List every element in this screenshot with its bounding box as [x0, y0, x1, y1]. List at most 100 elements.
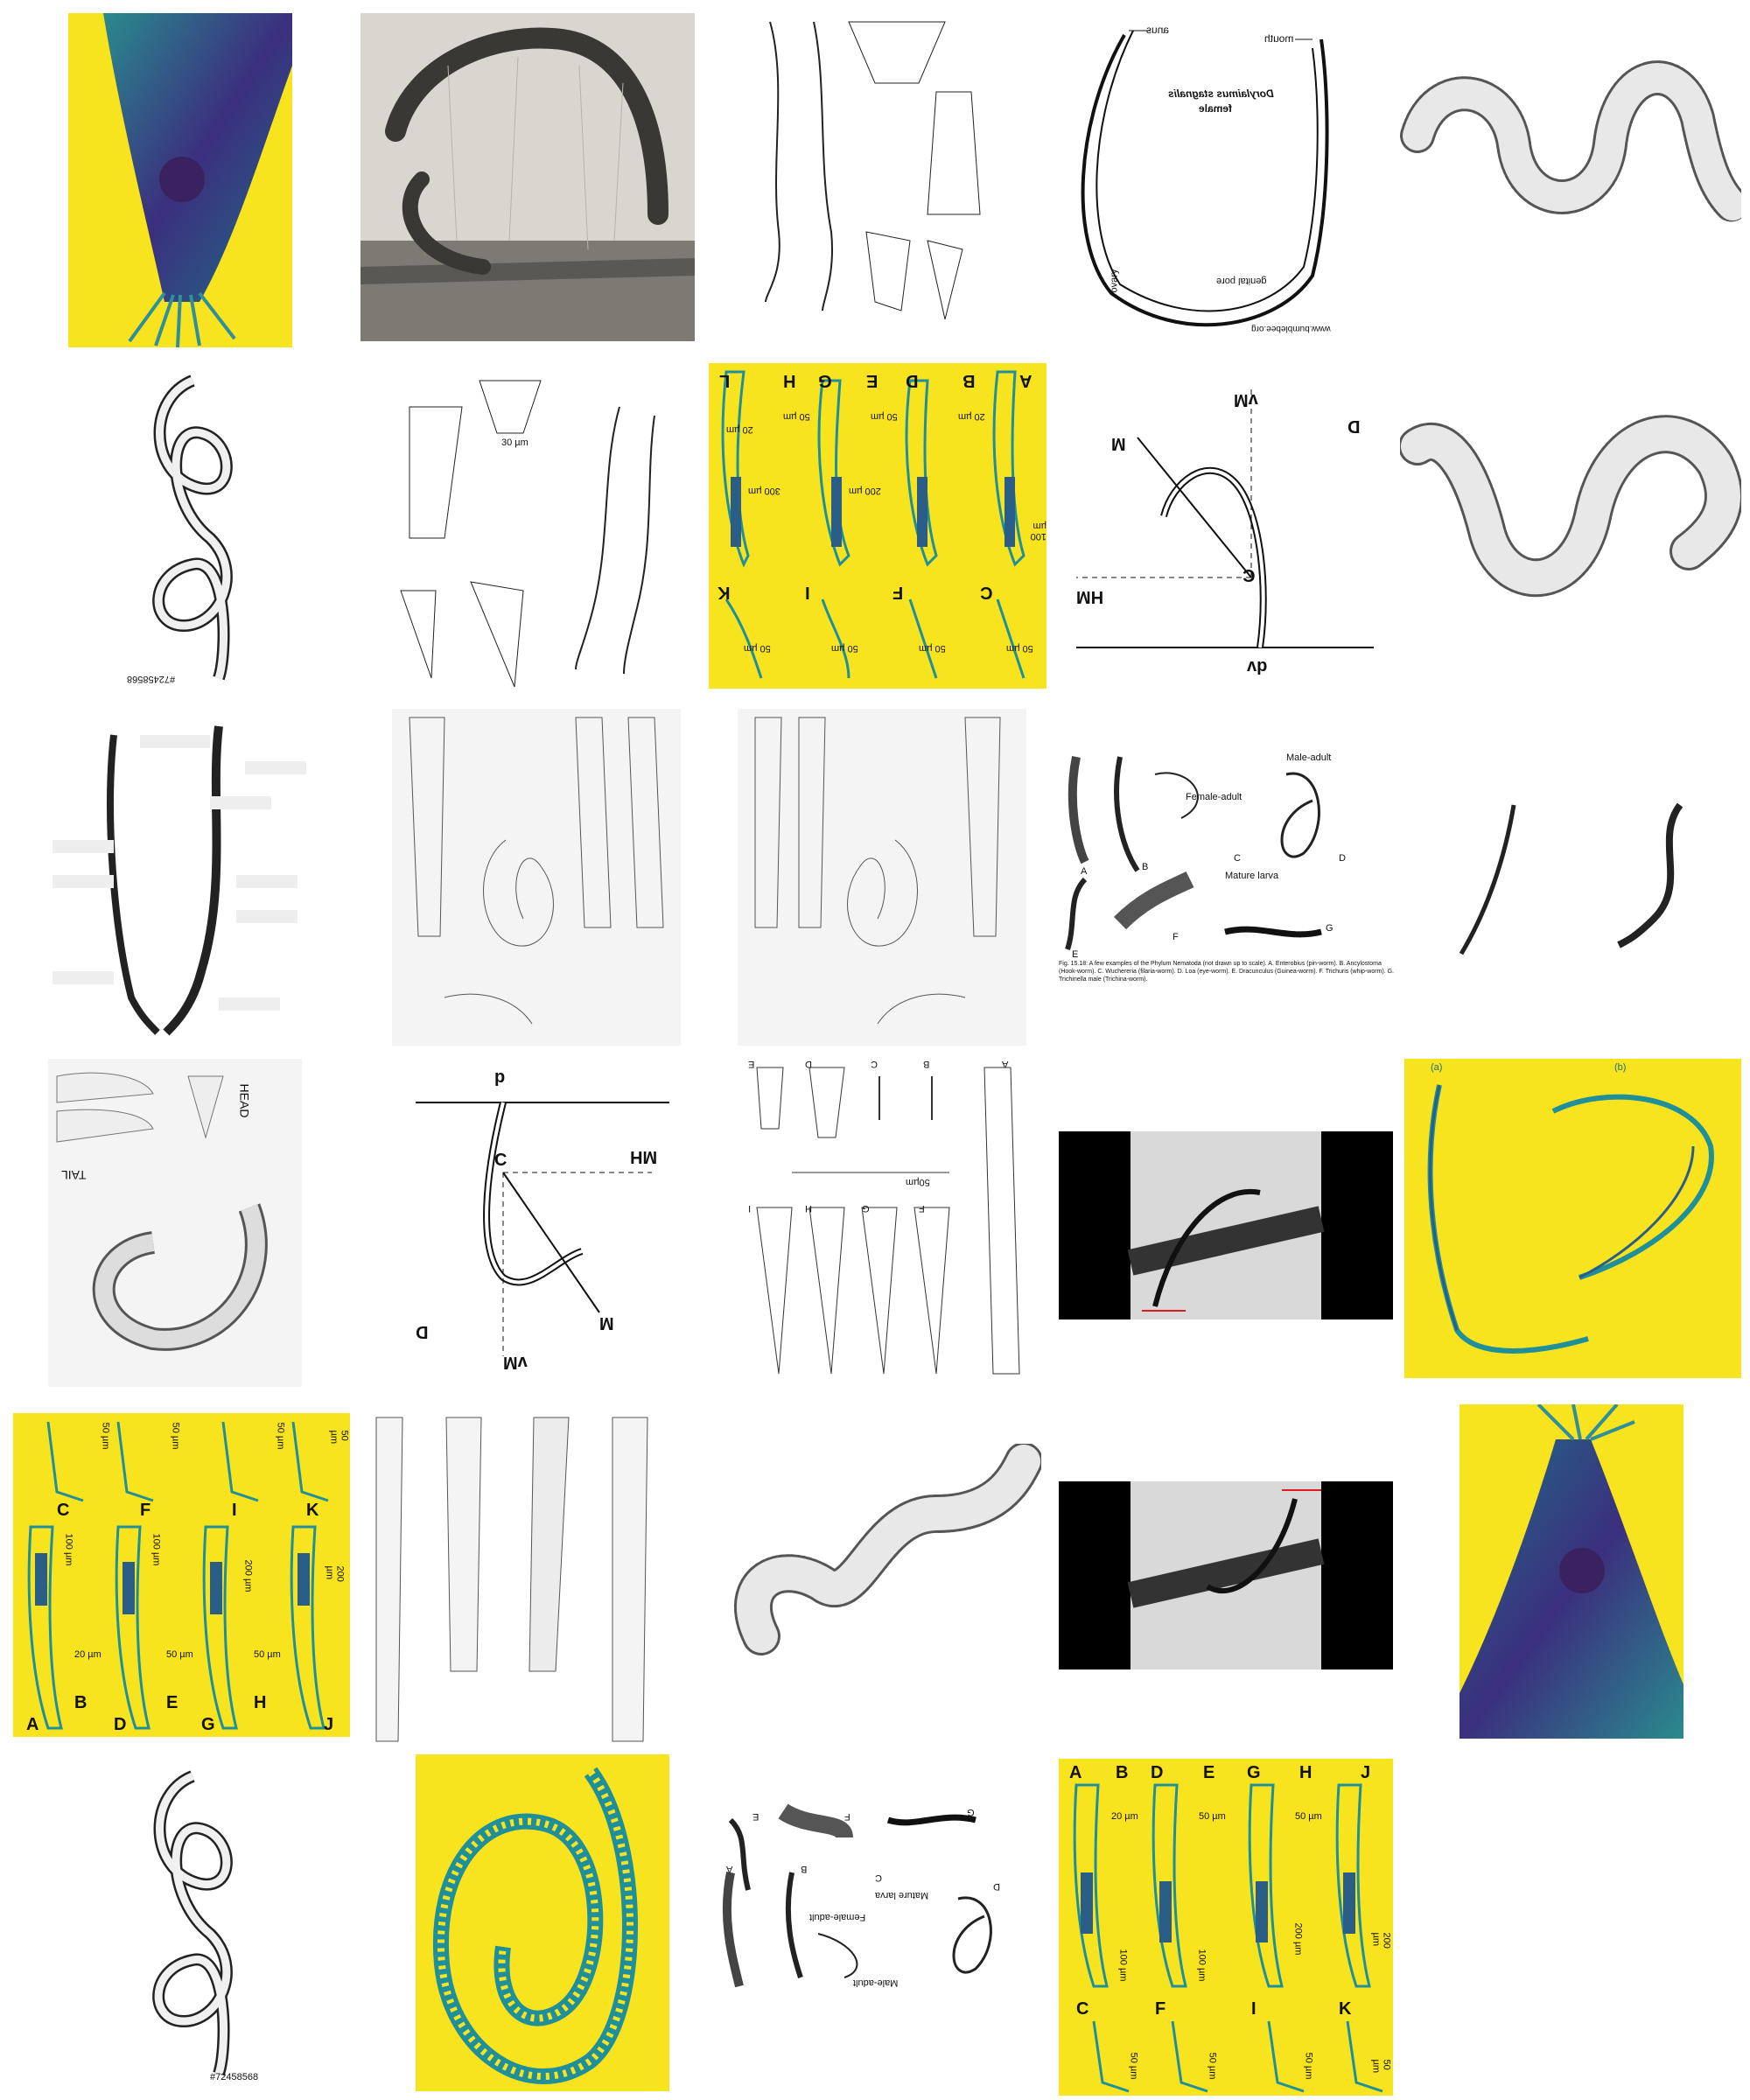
label-h: H — [254, 1693, 267, 1712]
caption-g: G — [1326, 923, 1334, 934]
scale-6: 200 µm — [849, 486, 881, 496]
scale-2: 50 µm — [1199, 1811, 1226, 1822]
tile-r4c2[interactable]: p C MH M vM D — [407, 1068, 678, 1382]
label-b: B — [1116, 1763, 1129, 1782]
label-g: G — [201, 1715, 215, 1734]
tile-r3c2[interactable] — [392, 709, 681, 1046]
label-f: F — [1155, 1999, 1166, 2019]
scale-8: 50 µm — [744, 643, 771, 654]
tile-r5c1[interactable]: C F I K A B D E G H J 50 µm 50 µm 50 µm … — [13, 1413, 350, 1737]
tile-r5c5[interactable] — [1460, 1404, 1684, 1739]
tile-r5c3[interactable] — [709, 1444, 1041, 1715]
label-g: G — [1247, 1763, 1261, 1782]
label-j: J — [1361, 1763, 1371, 1782]
caption-d: D — [1339, 853, 1346, 864]
label-c: C — [1076, 1999, 1089, 2019]
stippled-worm-drawing — [1400, 60, 1741, 223]
caption-f: F — [1172, 932, 1179, 942]
scale-5: 100 µm — [63, 1533, 74, 1566]
label-h: H — [783, 371, 796, 390]
label-f: F — [919, 1203, 925, 1214]
phylum-examples-drawing — [1065, 756, 1322, 950]
head-label: HEAD — [237, 1083, 252, 1118]
label-a: A — [1069, 1763, 1082, 1782]
d-label: D — [416, 1322, 429, 1341]
label-g: G — [967, 1807, 975, 1817]
label-c: C — [875, 1872, 882, 1883]
c-label: C — [494, 1151, 508, 1170]
root-micrograph — [360, 27, 695, 341]
root-nematode-micrograph-2 — [1127, 1481, 1325, 1670]
m-label: M — [1111, 434, 1126, 453]
scale-7: 100 µm — [1030, 521, 1046, 542]
genital-pore-label: genital pore — [1216, 276, 1267, 286]
scale-1: 20 µm — [1111, 1811, 1138, 1822]
sketch-sheet-drawing — [56, 1072, 268, 1351]
tile-r3c5[interactable] — [1435, 788, 1732, 962]
stock-id: #72458568 — [210, 2072, 259, 2082]
label-c: C — [57, 1501, 70, 1520]
tile-r2c2[interactable]: 30 µm — [392, 363, 681, 698]
tile-r3c1[interactable] — [52, 709, 306, 1041]
scale-9: 50 µm — [831, 643, 858, 654]
label-b: (b) — [1614, 1062, 1627, 1073]
scale-5: 100 µm — [1196, 1949, 1208, 1982]
ovary-label: ovary — [1109, 269, 1120, 293]
tile-r4c5[interactable]: (a) (b) — [1404, 1059, 1741, 1378]
tile-r5c4[interactable] — [1059, 1481, 1393, 1670]
scale-10: 50 µm — [1303, 2052, 1314, 2080]
scale-2: 50 µm — [170, 1422, 181, 1450]
tile-r1c1[interactable] — [68, 13, 292, 347]
tile-r3c4[interactable]: Male-adult Female-adult Mature larva A B… — [1059, 748, 1396, 989]
teal-plate-3 — [1073, 1783, 1383, 2093]
tile-r4c4[interactable] — [1059, 1131, 1393, 1320]
label-i: I — [1251, 1999, 1256, 2019]
mv-label: vM — [503, 1353, 528, 1372]
caption-c: C — [1234, 853, 1241, 864]
label-e: E — [866, 371, 878, 390]
tile-r5c2[interactable] — [359, 1409, 661, 1746]
mv-label: vM — [1234, 390, 1258, 410]
female-adult-label: Female-adult — [809, 1912, 866, 1922]
sex-label: female — [1199, 102, 1233, 115]
tile-r1c4[interactable]: anus mouth Dorylaimus stagnalis female o… — [1059, 13, 1365, 341]
tile-r3c3[interactable] — [738, 709, 1026, 1046]
tile-r6c3[interactable]: Male-adult Female-adult Mature larva A B… — [713, 1759, 1041, 1995]
tile-r2c1[interactable]: #72458568 — [114, 363, 267, 692]
scale-1: 50 µm — [100, 1422, 111, 1450]
label-a: A — [1002, 1059, 1009, 1069]
scale-11: 50 µm — [1006, 643, 1033, 654]
label-g: G — [862, 1203, 870, 1214]
mouth-label: mouth — [1264, 32, 1294, 45]
label-k: K — [718, 583, 731, 602]
tile-r1c5[interactable] — [1400, 13, 1741, 293]
scale-6: 100 µm — [150, 1533, 162, 1566]
plate-drawings-3 — [756, 1067, 1020, 1375]
tile-r6c1[interactable]: #72458568 — [114, 1759, 267, 2088]
tile-r2c4[interactable]: vM M HM C D dv — [1059, 368, 1391, 687]
scale-3: 50 µm — [1295, 1811, 1322, 1822]
female-adult-label: Female-adult — [1186, 792, 1242, 802]
p-label: p — [494, 1068, 506, 1087]
scale-8: 50 µm — [1128, 2052, 1139, 2080]
tile-r4c3[interactable]: E D C B A I H G F 50µm — [739, 1059, 1024, 1384]
label-c: C — [871, 1059, 878, 1069]
tile-r6c4[interactable]: A B D E G H J C F I K 20 µm 50 µm 50 µm … — [1059, 1759, 1393, 2096]
tile-r1c3[interactable] — [744, 13, 987, 325]
tile-r2c5[interactable] — [1400, 359, 1741, 674]
scale-3: 50 µm — [871, 411, 898, 422]
scale-6: 200 µm — [1292, 1922, 1304, 1956]
scale-1: 20 µm — [726, 424, 753, 435]
tile-r1c2[interactable] — [360, 13, 695, 341]
tile-r2c3[interactable]: L H G E D B A K I F C 20 µm 50 µm 50 µm … — [709, 363, 1046, 689]
label-f: F — [844, 1811, 850, 1822]
scale-9: 50 µm — [1207, 2052, 1218, 2080]
label-k: K — [1339, 1999, 1352, 2019]
label-b: B — [801, 1864, 808, 1874]
tile-r4c1[interactable]: TAIL HEAD — [48, 1059, 302, 1387]
tail-label: TAIL — [61, 1168, 87, 1182]
anatomy-blank-label-diagram — [52, 725, 306, 1036]
tile-r6c2[interactable] — [416, 1754, 669, 2091]
label-l: L — [719, 371, 731, 390]
label-d: D — [114, 1715, 127, 1734]
